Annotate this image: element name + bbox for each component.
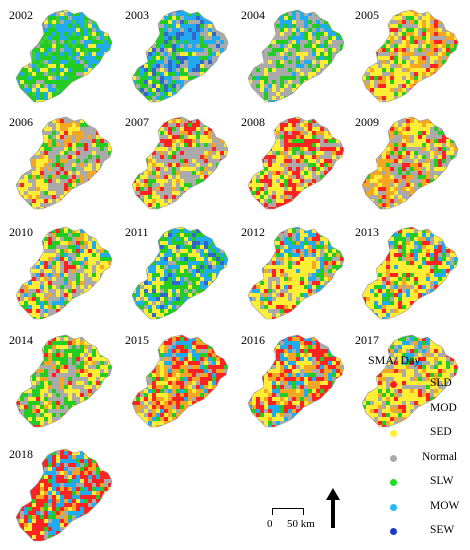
- map-panel-2007: 2007: [124, 115, 236, 215]
- map-panel-2005: 2005: [354, 8, 466, 108]
- map-panel-2018: 2018: [8, 447, 120, 547]
- map-year-label: 2003: [125, 8, 149, 22]
- map-panel-2006: 2006: [8, 115, 120, 215]
- map-panel-2017: 2017: [354, 333, 466, 433]
- map-year-label: 2018: [9, 447, 33, 461]
- map-panel-2008: 2008: [240, 115, 352, 215]
- map-panel-2014: 2014: [8, 333, 120, 433]
- legend-title: SMA/ Day: [368, 353, 421, 367]
- map-panel-2003: 2003: [124, 8, 236, 108]
- map-panel-2011: 2011: [124, 225, 236, 325]
- map-year-label: 2017: [355, 333, 379, 347]
- map-2009: [361, 116, 459, 210]
- map-year-label: 2002: [9, 8, 33, 22]
- map-2018: [15, 448, 113, 542]
- map-year-label: 2016: [241, 333, 265, 347]
- legend-swatch-icon: [390, 479, 397, 486]
- map-panel-2013: 2013: [354, 225, 466, 325]
- map-year-label: 2006: [9, 115, 33, 129]
- map-2017: [361, 334, 459, 428]
- map-2010: [15, 226, 113, 320]
- map-2013: [361, 226, 459, 320]
- map-panel-2010: 2010: [8, 225, 120, 325]
- map-year-label: 2008: [241, 115, 265, 129]
- map-year-label: 2009: [355, 115, 379, 129]
- map-year-label: 2014: [9, 333, 33, 347]
- legend: SMA/ Day SLD MOD SED Normal SLW MOW SEW: [364, 353, 464, 545]
- legend-swatch-icon: [390, 454, 397, 462]
- map-2006: [15, 116, 113, 210]
- legend-item-sld: SLD: [364, 376, 464, 394]
- map-2005: [361, 9, 459, 103]
- legend-label: MOD: [430, 401, 457, 414]
- legend-label: SLD: [430, 377, 452, 389]
- legend-item-normal: Normal: [364, 450, 464, 468]
- scale-bar-line: [272, 508, 304, 515]
- legend-label: Normal: [422, 450, 458, 463]
- map-2003: [131, 9, 229, 103]
- legend-item-sew: SEW: [364, 523, 464, 541]
- map-panel-2009: 2009: [354, 115, 466, 215]
- map-year-label: 2012: [241, 225, 265, 239]
- legend-item-mow: MOW: [364, 499, 464, 517]
- legend-label: SLW: [430, 475, 454, 487]
- map-year-label: 2011: [125, 225, 149, 239]
- legend-label: MOW: [430, 499, 460, 512]
- map-2016: [247, 334, 345, 428]
- north-arrow-icon: [326, 488, 340, 528]
- legend-label: SEW: [430, 524, 455, 536]
- legend-swatch-icon: [390, 430, 397, 437]
- map-year-label: 2004: [241, 8, 265, 22]
- map-2014: [15, 334, 113, 428]
- map-year-label: 2015: [125, 333, 149, 347]
- map-panel-2012: 2012: [240, 225, 352, 325]
- legend-item-slw: SLW: [364, 474, 464, 492]
- map-2007: [131, 116, 229, 210]
- map-year-label: 2010: [9, 225, 33, 239]
- map-2011: [131, 226, 229, 320]
- map-2002: [15, 9, 113, 103]
- scale-bar: 0 50 km: [263, 508, 353, 532]
- scale-bar-end-label: 50 km: [287, 518, 315, 530]
- map-2015: [131, 334, 229, 428]
- legend-swatch-icon: [390, 503, 397, 511]
- legend-item-mod: MOD: [364, 401, 464, 419]
- legend-swatch-icon: [390, 381, 397, 388]
- map-panel-2016: 2016: [240, 333, 352, 433]
- map-panel-2002: 2002: [8, 8, 120, 108]
- legend-swatch-icon: [390, 405, 397, 413]
- map-panel-2004: 2004: [240, 8, 352, 108]
- map-year-label: 2007: [125, 115, 149, 129]
- map-2008: [247, 116, 345, 210]
- map-2004: [247, 9, 345, 103]
- legend-label: SED: [430, 426, 452, 438]
- map-2012: [247, 226, 345, 320]
- map-year-label: 2013: [355, 225, 379, 239]
- map-year-label: 2005: [355, 8, 379, 22]
- legend-swatch-icon: [390, 528, 397, 535]
- scale-bar-start-label: 0: [267, 518, 273, 530]
- map-panel-2015: 2015: [124, 333, 236, 433]
- legend-item-sed: SED: [364, 425, 464, 443]
